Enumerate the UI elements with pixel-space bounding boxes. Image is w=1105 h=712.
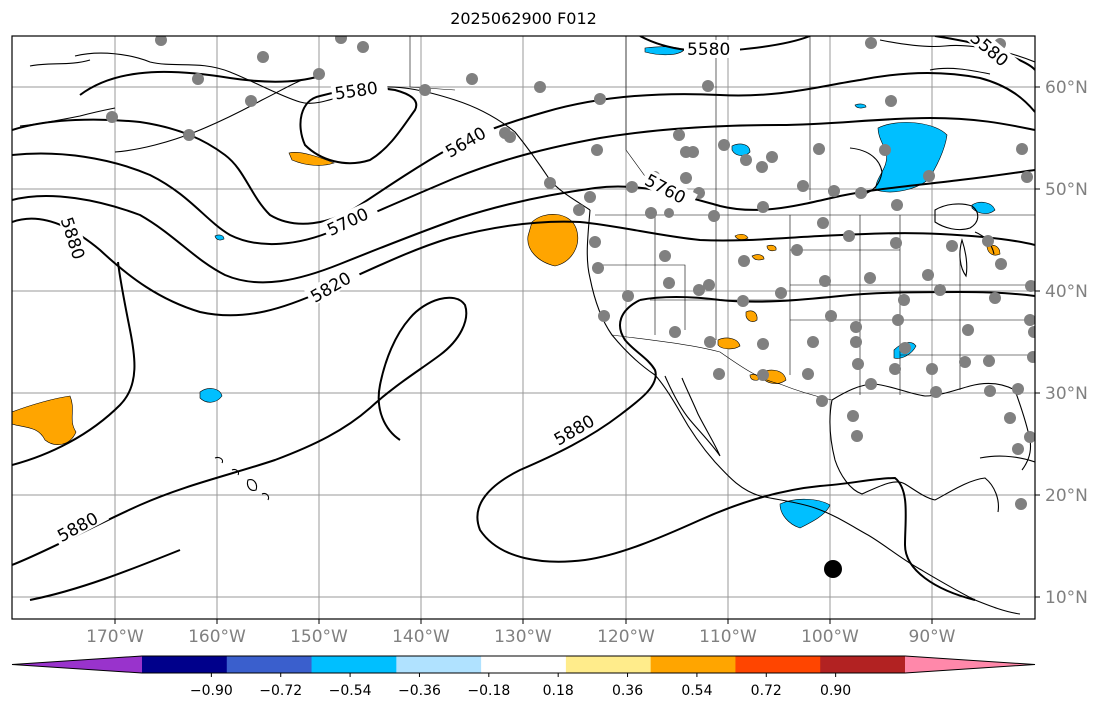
- colorbar-tick-label: 0.72: [751, 683, 782, 699]
- colorbar-segment: [565, 656, 652, 673]
- colorbar-tick-label: −0.54: [329, 683, 372, 699]
- colorbar-tick-label: −0.18: [467, 683, 510, 699]
- longitude-label: 110°W: [699, 627, 757, 647]
- longitude-label: 90°W: [909, 627, 956, 647]
- colorbar-extend-low: [12, 656, 142, 673]
- map-title: 2025062900 F012: [450, 9, 597, 28]
- latitude-label: 40°N: [1045, 282, 1088, 302]
- colorbar-extend-high: [905, 656, 1035, 673]
- longitude-label: 140°W: [392, 627, 450, 647]
- latitude-label: 20°N: [1045, 486, 1088, 506]
- station-markers: [106, 36, 1035, 510]
- longitude-label: 130°W: [494, 627, 552, 647]
- latitude-axis: [1035, 86, 1040, 598]
- colorbar-segment: [226, 656, 313, 673]
- latitude-label: 50°N: [1045, 180, 1088, 200]
- longitude-label: 150°W: [290, 627, 348, 647]
- colorbar-segment: [311, 656, 397, 673]
- graticule: [12, 36, 1035, 619]
- longitude-label: 120°W: [597, 627, 655, 647]
- longitude-axis: [114, 619, 933, 624]
- colorbar-tick-label: 0.36: [612, 683, 643, 699]
- colorbar: −0.90 −0.72 −0.54 −0.36 −0.18 0.18 0.36 0.54 0.7…: [11, 655, 1036, 699]
- colorbar-tick-label: 0.18: [543, 683, 574, 699]
- latitude-label: 30°N: [1045, 384, 1088, 404]
- contour-label: 5580: [687, 40, 730, 60]
- colorbar-segment: [142, 656, 228, 673]
- colorbar-segment: [481, 656, 567, 673]
- colorbar-tick-label: −0.36: [398, 683, 441, 699]
- colorbar-segment: [650, 656, 736, 673]
- colorbar-segment: [820, 656, 906, 673]
- colorbar-tick-label: 0.90: [820, 683, 851, 699]
- colorbar-tick-label: −0.90: [190, 683, 233, 699]
- colorbar-tick-label: 0.54: [681, 683, 712, 699]
- colorbar-segment: [735, 656, 821, 673]
- black-station-marker: [824, 560, 842, 578]
- longitude-label: 100°W: [801, 627, 859, 647]
- latitude-label: 60°N: [1045, 78, 1088, 98]
- latitude-label: 10°N: [1045, 588, 1088, 608]
- longitude-label: 170°W: [86, 627, 144, 647]
- longitude-label: 160°W: [188, 627, 246, 647]
- colorbar-tick-label: −0.72: [259, 683, 302, 699]
- colorbar-outline: [11, 655, 1036, 674]
- colorbar-segment: [396, 656, 482, 673]
